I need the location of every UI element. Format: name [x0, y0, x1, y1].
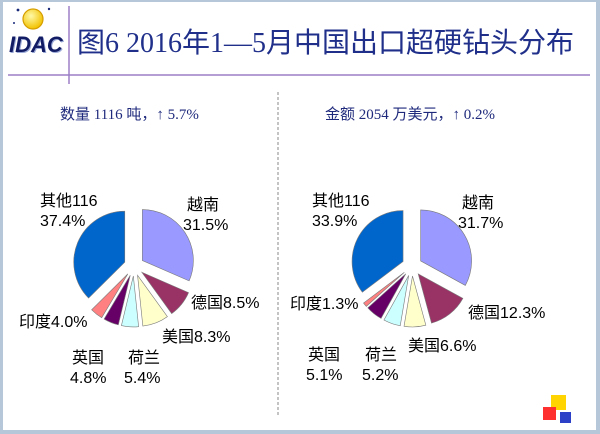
slice-label-name: 荷兰 [365, 346, 397, 364]
slice-label-value: 1.3% [322, 296, 358, 313]
quantity-pie-slice-germany [140, 271, 189, 315]
slice-label-value: 4.0% [51, 314, 87, 331]
value-label-other: 其他116 33.9% [312, 192, 370, 230]
slice-label-name: 德国 [468, 304, 500, 322]
value-label-uk: 英国 5.1% [306, 346, 342, 384]
slice-label-value: 4.8% [70, 370, 106, 387]
quantity-pie [73, 209, 194, 328]
slice-label-name: 德国 [191, 294, 223, 312]
quantity-chart-title: 数量 1116 吨，↑ 5.7% [60, 107, 199, 123]
slice-label-value: 33.9% [312, 213, 357, 230]
value-chart-title: 金额 2054 万美元，↑ 0.2% [325, 107, 495, 123]
slice-label-value: 12.3% [500, 305, 545, 322]
quantity-pie-slice-india [91, 273, 129, 319]
value-pie-slice-usa [403, 275, 427, 328]
quantity-pie-labels: 越南 31.5% 德国8.5% 美国8.3% 荷兰 5.4% 英国 4.8% 印度4.… [19, 192, 259, 387]
value-pie-slice-vietnam [420, 209, 472, 286]
slice-label-name: 英国 [72, 349, 104, 367]
quantity-label-germany: 德国8.5% [191, 294, 259, 312]
slice-label-name: 越南 [462, 194, 494, 212]
value-pie-slice-other [351, 210, 404, 293]
quantity-label-netherlands: 荷兰 5.4% [124, 349, 160, 387]
value-pie-slice-netherlands [383, 275, 409, 327]
value-label-vietnam: 越南 31.7% [458, 194, 503, 232]
slice-label-name: 印度 [19, 313, 51, 331]
slice-label-name: 英国 [308, 346, 340, 364]
value-pie-slice-india [363, 272, 405, 307]
value-label-india: 印度1.3% [290, 295, 358, 313]
value-pie-slice-germany [417, 273, 464, 324]
slice-label-value: 5.2% [362, 367, 398, 384]
slice-label-value: 37.4% [40, 213, 85, 230]
corner-decoration [543, 395, 571, 423]
idac-logo: IDAC [9, 32, 63, 57]
slice-label-name: 其他116 [312, 192, 370, 210]
sun-icon [13, 7, 51, 30]
slice-label-value: 8.3% [194, 329, 230, 346]
quantity-label-uk: 英国 4.8% [70, 349, 106, 387]
value-label-germany: 德国12.3% [468, 304, 545, 322]
slice-label-name: 美国 [162, 328, 194, 346]
quantity-label-other: 其他116 37.4% [40, 192, 98, 230]
value-pie-slice-uk [367, 273, 407, 319]
slice-label-value: 8.5% [223, 295, 259, 312]
slice-label-value: 5.4% [124, 370, 160, 387]
slice-label-name: 美国 [408, 337, 440, 355]
slice-label-name: 越南 [187, 196, 219, 214]
slice-label-name: 印度 [290, 295, 322, 313]
quantity-pie-slice-vietnam [142, 209, 194, 282]
quantity-pie-slice-usa [137, 274, 168, 327]
slice-label-value: 31.7% [458, 215, 503, 232]
quantity-pie-slice-netherlands [121, 275, 139, 328]
slice-label-name: 荷兰 [128, 349, 160, 367]
value-label-usa: 美国6.6% [408, 337, 476, 355]
value-label-netherlands: 荷兰 5.2% [362, 346, 398, 384]
page-title: 图6 2016年1—5月中国出口超硬钻头分布 [77, 28, 575, 59]
quantity-label-usa: 美国8.3% [162, 328, 230, 346]
slice-label-value: 5.1% [306, 367, 342, 384]
slide-background [3, 2, 596, 430]
slice-label-value: 6.6% [440, 338, 476, 355]
quantity-pie-slice-uk [103, 275, 131, 326]
slice-label-name: 其他116 [40, 192, 98, 210]
value-pie-labels: 越南 31.7% 德国12.3% 美国6.6% 荷兰 5.2% 英国 5.1% 印度1… [290, 192, 545, 384]
quantity-label-india: 印度4.0% [19, 313, 87, 331]
quantity-pie-slice-other [73, 210, 126, 299]
value-pie [351, 209, 472, 328]
quantity-label-vietnam: 越南 31.5% [183, 196, 228, 234]
slice-label-value: 31.5% [183, 217, 228, 234]
